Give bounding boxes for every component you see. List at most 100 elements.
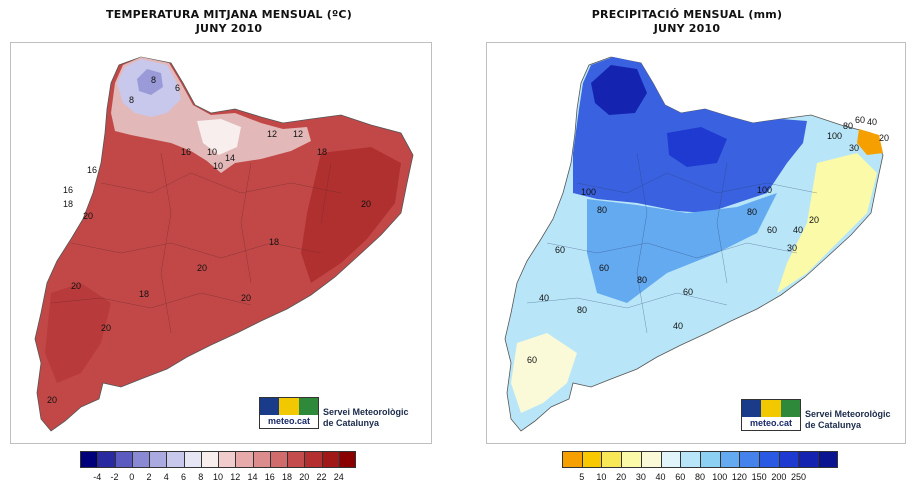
driest-zone: [857, 129, 883, 155]
contour-label: 100: [581, 187, 596, 197]
temperature-contour-labels: 8 6 8 10 12 12 10 14 16 18 16 16 18 20 2…: [47, 75, 371, 405]
contour-label: 20: [101, 323, 111, 333]
legend-tick-label: 20: [616, 472, 627, 482]
contour-label: 80: [637, 275, 647, 285]
legend-tick-label: 20: [299, 472, 310, 482]
legend-tick-label: 14: [247, 472, 258, 482]
legend-swatch: [235, 451, 253, 468]
legend-swatch: [798, 451, 819, 468]
flag-icon: [742, 400, 762, 417]
legend-swatch: [719, 451, 740, 468]
contour-label: 60: [599, 263, 609, 273]
contour-label: 60: [767, 225, 777, 235]
legend-tick-label: 40: [655, 472, 666, 482]
legend-tick-label: 4: [163, 472, 169, 482]
contour-label: 40: [867, 117, 877, 127]
contour-label: 10: [207, 147, 217, 157]
legend-swatch: [699, 451, 720, 468]
service-line-1: Servei Meteorològic: [323, 407, 409, 417]
legend-swatch: [287, 451, 305, 468]
legend-tick-label: 120: [731, 472, 747, 482]
warm-zone-south: [45, 283, 111, 383]
contour-label: 6: [175, 83, 180, 93]
legend-tick-label: 200: [771, 472, 787, 482]
precipitation-legend: [562, 451, 838, 468]
mid-zone: [587, 193, 777, 303]
contour-label: 80: [843, 121, 853, 131]
legend-swatch: [269, 451, 287, 468]
temperature-map-title: TEMPERATURA MITJANA MENSUAL (ºC): [106, 8, 352, 21]
legend-tick-label: 250: [791, 472, 807, 482]
contour-label: 100: [827, 131, 842, 141]
contour-label: 100: [757, 185, 772, 195]
legend-tick-label: 100: [712, 472, 728, 482]
contour-label: 18: [139, 289, 149, 299]
precipitation-map-subtitle: JUNY 2010: [653, 22, 721, 35]
legend-tick-label: 60: [675, 472, 686, 482]
legend-tick-label: 12: [230, 472, 241, 482]
comarca-borders: [526, 152, 818, 334]
legend-swatch: [114, 451, 132, 468]
contour-label: 12: [293, 129, 303, 139]
contour-label: 20: [197, 263, 207, 273]
warm-zone-coast: [301, 147, 401, 283]
contour-label: 12: [267, 129, 277, 139]
legend-swatch: [818, 451, 838, 468]
logo-text: meteo.cat: [267, 416, 311, 426]
contour-label: 20: [879, 133, 889, 143]
contour-label: 20: [241, 293, 251, 303]
flag-icon: [260, 398, 280, 415]
temperature-map-panel: TEMPERATURA MITJANA MENSUAL (ºC) JUNY 20…: [10, 8, 432, 484]
logo-box: meteo.cat: [741, 399, 801, 431]
contour-label: 10: [213, 161, 223, 171]
legend-tick-label: 8: [198, 472, 204, 482]
legend-tick-label: 2: [146, 472, 152, 482]
legend-swatch: [200, 451, 218, 468]
contour-label: 40: [793, 225, 803, 235]
legend-swatch: [562, 451, 582, 468]
legend-swatch: [581, 451, 602, 468]
temperature-map-subtitle: JUNY 2010: [195, 22, 263, 35]
legend-tick-label: 6: [180, 472, 187, 482]
legend-tick-label: 18: [281, 472, 293, 482]
contour-label: 18: [63, 199, 73, 209]
contour-label: 60: [555, 245, 565, 255]
contour-label: 20: [809, 215, 819, 225]
contour-label: 20: [361, 199, 371, 209]
legend-tick-label: 0: [129, 472, 135, 482]
peak-cold-zone: [137, 69, 163, 95]
contour-label: 60: [527, 355, 537, 365]
wettest-zone-east: [667, 127, 727, 167]
sun-icon: [761, 400, 781, 417]
legend-tick-label: 22: [316, 472, 327, 482]
contour-label: 30: [787, 243, 797, 253]
meteocat-logo: meteo.cat Servei Meteorològic de Catalun…: [741, 399, 891, 431]
contour-label: 8: [151, 75, 156, 85]
contour-label: 18: [317, 147, 327, 157]
legend-swatch: [80, 451, 98, 468]
contour-label: 40: [673, 321, 683, 331]
legend-swatch: [759, 451, 779, 468]
contour-label: 30: [849, 143, 859, 153]
legend-swatch: [660, 451, 681, 468]
legend-tick-label: 5: [579, 472, 585, 482]
legend-swatch: [640, 451, 661, 468]
precipitation-legend-ticks: 5 10 20 30 40 60 80 100 120 150 200 250: [562, 472, 838, 484]
legend-tick-label: 80: [694, 472, 706, 482]
contour-label: 80: [747, 207, 757, 217]
contour-label: 60: [683, 287, 693, 297]
legend-swatch: [252, 451, 270, 468]
service-line-2: de Catalunya: [323, 418, 380, 428]
service-line-2: de Catalunya: [805, 420, 862, 430]
legend-swatch: [680, 451, 700, 468]
contour-label: 20: [71, 281, 81, 291]
legend-swatch: [149, 451, 167, 468]
legend-tick-label: 10: [212, 472, 224, 482]
service-name: Servei Meteorològic de Catalunya: [805, 409, 891, 431]
precipitation-map: 100 80 60 40 30 20 100 80 60 60 80 80 60…: [504, 56, 889, 432]
contour-label: 8: [129, 95, 134, 105]
temperature-legend-ticks: -4 -2 0 2 4 6 8 10 12 14 16 18 20 22 24: [80, 472, 356, 484]
contour-label: 14: [225, 153, 235, 163]
logo-icons: [260, 398, 318, 415]
legend-swatch: [183, 451, 201, 468]
